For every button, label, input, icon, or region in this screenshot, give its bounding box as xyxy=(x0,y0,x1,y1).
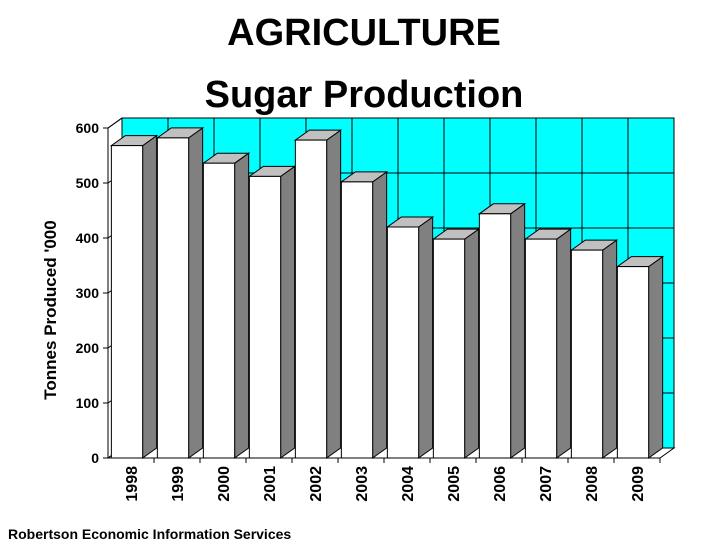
y-tick-label: 0 xyxy=(91,450,99,466)
bar xyxy=(293,129,343,459)
bar-side xyxy=(556,228,572,459)
bar-front xyxy=(524,238,558,459)
bar xyxy=(247,165,297,459)
x-tick-label: 2002 xyxy=(308,466,325,502)
y-tick-label: 500 xyxy=(76,175,100,191)
y-tick-label: 200 xyxy=(76,340,100,356)
bar xyxy=(615,255,665,459)
wall-edge xyxy=(107,117,123,129)
x-tick-label: 1998 xyxy=(124,466,141,502)
bar xyxy=(155,126,205,459)
bar-side xyxy=(418,216,434,459)
bar-front xyxy=(570,249,604,459)
bar xyxy=(431,228,481,459)
bar xyxy=(477,202,527,459)
y-axis-label: Tonnes Produced '000 xyxy=(41,220,60,399)
bar xyxy=(569,239,619,459)
bar xyxy=(523,228,573,459)
bar-side xyxy=(602,239,618,459)
bar-front xyxy=(202,162,236,459)
y-tick-label: 100 xyxy=(76,395,100,411)
bar-side xyxy=(372,170,388,459)
bar-side xyxy=(188,126,204,459)
bar-front xyxy=(432,238,466,459)
bar-side xyxy=(510,202,526,459)
bar-front xyxy=(110,145,144,459)
chart-title-line2: Sugar Production xyxy=(204,74,524,116)
bar-front xyxy=(294,139,328,459)
bar-side xyxy=(142,134,158,459)
bar-side xyxy=(234,152,250,459)
bar-front xyxy=(478,213,512,459)
bars xyxy=(109,126,665,459)
bar-front xyxy=(248,175,282,459)
source-credit: Robertson Economic Information Services xyxy=(8,526,292,542)
chart-title-line1: AGRICULTURE xyxy=(227,12,501,54)
bar-front xyxy=(340,181,374,459)
x-tick-label: 2000 xyxy=(216,466,233,502)
bar-side xyxy=(648,255,664,459)
x-tick-label: 2005 xyxy=(446,466,463,502)
x-tick-label: 2003 xyxy=(354,466,371,502)
x-tick-label: 2001 xyxy=(262,466,279,502)
bar-front xyxy=(616,266,650,459)
x-tick-label: 1999 xyxy=(170,466,187,502)
x-tick-label: 2004 xyxy=(400,466,417,502)
y-tick-label: 600 xyxy=(76,120,100,136)
x-axis: 1998 1999 2000 2001 2002 2003 2004 2005 2006 2007… xyxy=(108,457,661,502)
x-tick-label: 2006 xyxy=(492,466,509,502)
bar-side xyxy=(280,165,296,459)
y-tick-label: 300 xyxy=(76,285,100,301)
x-tick-label: 2007 xyxy=(538,466,555,502)
bar-side xyxy=(326,129,342,459)
bar-front xyxy=(156,137,190,459)
bar xyxy=(109,134,159,459)
bar xyxy=(201,152,251,459)
x-tick-label: 2008 xyxy=(584,466,601,502)
bar xyxy=(339,170,389,459)
y-tick-label: 400 xyxy=(76,230,100,246)
y-axis: 0 100 200 300 400 500 600 xyxy=(76,117,123,466)
x-tick-label: 2009 xyxy=(630,466,647,502)
bar-front xyxy=(386,226,420,459)
bar xyxy=(385,216,435,459)
bar-side xyxy=(464,228,480,459)
